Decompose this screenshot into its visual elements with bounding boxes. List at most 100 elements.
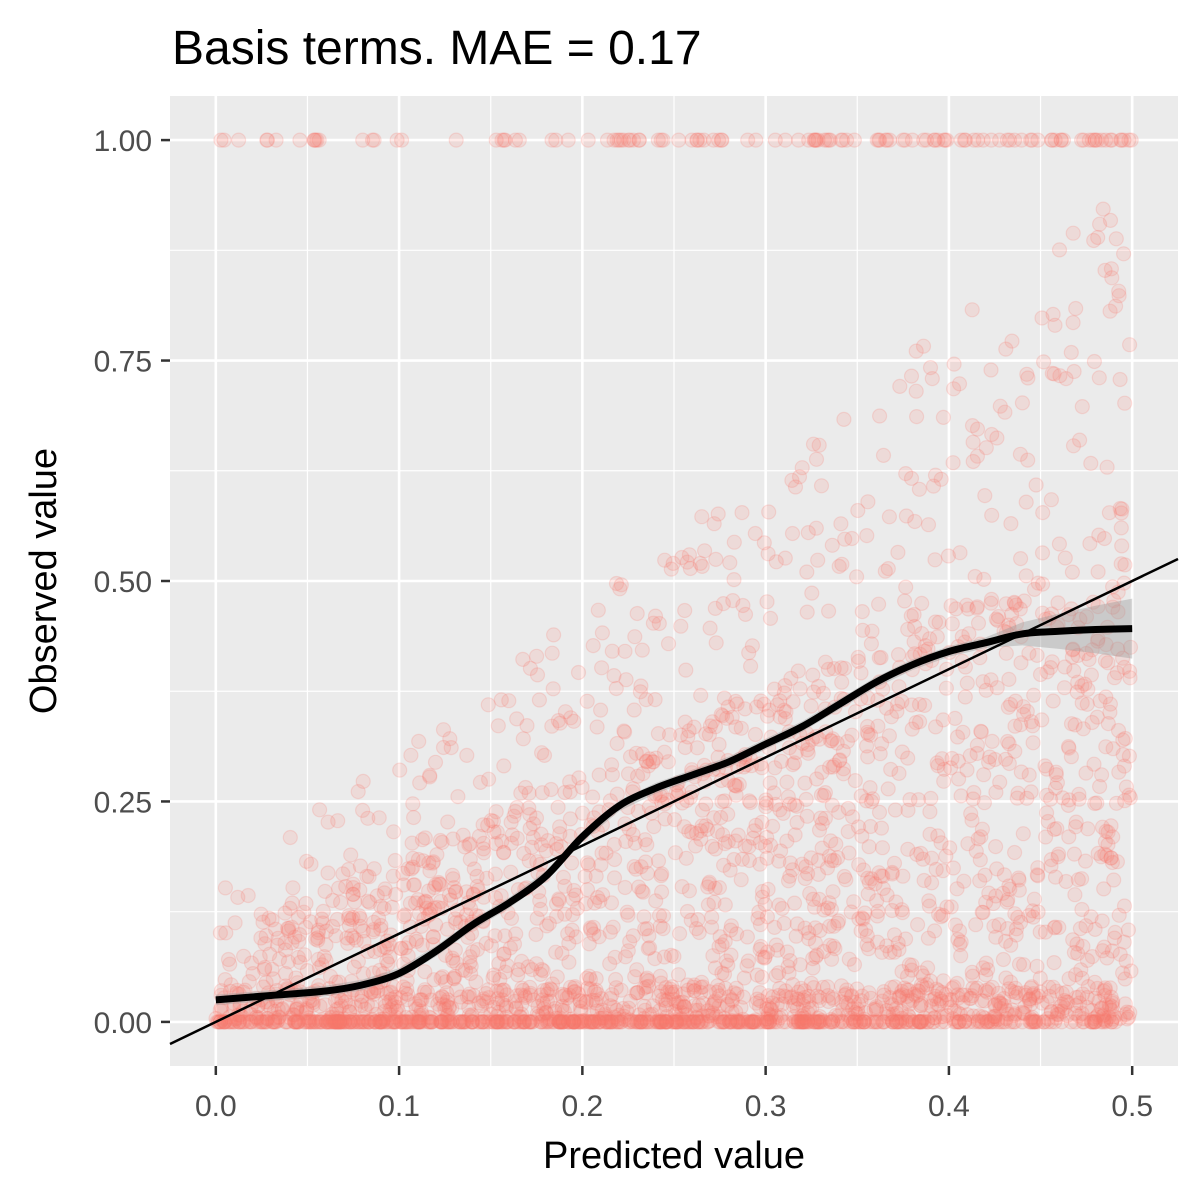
scatter-point <box>248 1014 264 1030</box>
scatter-point <box>951 1014 967 1030</box>
scatter-point <box>1019 366 1035 382</box>
scatter-point <box>1013 655 1029 671</box>
scatter-point <box>302 914 318 930</box>
scatter-point <box>754 889 771 905</box>
scatter-point <box>1100 824 1116 840</box>
scatter-point <box>265 971 281 987</box>
scatter-point <box>486 967 502 983</box>
scatter-point <box>1104 998 1120 1015</box>
scatter-point <box>714 708 731 724</box>
scatter-point <box>733 1014 749 1030</box>
scatter-point <box>635 765 651 782</box>
scatter-point <box>638 754 655 770</box>
scatter-point <box>816 132 833 148</box>
scatter-point <box>759 909 776 925</box>
scatter-point <box>1034 576 1051 592</box>
scatter-point <box>483 1006 499 1022</box>
scatter-point <box>335 866 351 882</box>
scatter-point <box>373 917 389 934</box>
scatter-point <box>939 132 955 148</box>
scatter-point <box>884 864 900 881</box>
scatter-point <box>329 911 345 928</box>
scatter-point <box>386 824 402 840</box>
scatter-point <box>1067 887 1083 903</box>
scatter-point <box>794 1014 810 1030</box>
scatter-point <box>900 841 916 857</box>
scatter-point <box>723 918 740 934</box>
scatter-point <box>591 767 607 783</box>
scatter-point <box>266 1014 282 1030</box>
scatter-point <box>756 696 772 712</box>
scatter-point <box>572 1014 589 1030</box>
scatter-point <box>577 868 593 885</box>
scatter-point <box>539 986 556 1002</box>
scatter-point <box>926 991 942 1007</box>
scatter-point <box>425 854 441 870</box>
scatter-point <box>686 977 702 993</box>
scatter-point <box>555 1014 572 1030</box>
scatter-point <box>545 627 562 643</box>
scatter-point <box>431 874 447 891</box>
scatter-point <box>689 132 706 148</box>
scatter-point <box>799 564 815 580</box>
scatter-point <box>912 1014 928 1030</box>
scatter-point <box>1043 132 1060 148</box>
scatter-point <box>386 1014 402 1030</box>
scatter-point <box>382 949 398 965</box>
scatter-point <box>499 957 515 974</box>
scatter-point <box>1044 132 1060 148</box>
scatter-point <box>850 502 866 519</box>
scatter-point <box>491 955 507 972</box>
scatter-point <box>754 969 770 985</box>
scatter-point <box>747 726 764 743</box>
scatter-point <box>345 909 361 926</box>
scatter-point <box>330 1014 346 1030</box>
scatter-point <box>341 1014 357 1030</box>
scatter-point <box>1074 901 1090 918</box>
scatter-point <box>251 1010 267 1026</box>
scatter-point <box>605 919 621 935</box>
scatter-point <box>1002 1014 1019 1030</box>
scatter-point <box>1071 432 1088 448</box>
scatter-point <box>334 1014 350 1030</box>
scatter-point <box>305 1014 321 1030</box>
scatter-point <box>255 1014 271 1030</box>
scatter-point <box>904 957 920 973</box>
scatter-point <box>807 920 823 936</box>
scatter-point <box>566 882 582 899</box>
scatter-point <box>800 524 816 541</box>
scatter-point <box>1117 1006 1134 1023</box>
scatter-point <box>927 719 944 735</box>
scatter-point <box>913 965 930 981</box>
scatter-point <box>980 754 997 770</box>
scatter-point <box>1094 819 1111 835</box>
scatter-point <box>366 861 382 877</box>
scatter-point <box>1045 979 1061 995</box>
scatter-point <box>1084 1002 1100 1019</box>
x-tick-label: 0.0 <box>195 1090 237 1123</box>
scatter-point <box>619 1004 635 1020</box>
scatter-point <box>776 702 792 718</box>
scatter-point <box>657 1014 673 1030</box>
scatter-point <box>580 857 597 873</box>
scatter-point <box>717 835 733 852</box>
scatter-point <box>876 1014 893 1030</box>
scatter-point <box>830 1008 847 1024</box>
scatter-point <box>395 865 411 882</box>
y-tick-label: 0.00 <box>94 1007 152 1040</box>
scatter-point <box>612 581 628 597</box>
scatter-point <box>477 1014 493 1030</box>
scatter-point <box>560 1014 577 1030</box>
scatter-point <box>794 856 810 872</box>
scatter-point <box>1002 881 1018 897</box>
scatter-point <box>973 993 990 1009</box>
scatter-point <box>652 1002 668 1019</box>
scatter-point <box>758 795 775 811</box>
scatter-point <box>1122 670 1138 686</box>
scatter-point <box>952 936 968 953</box>
scatter-point <box>694 818 710 834</box>
scatter-point <box>576 1014 592 1030</box>
scatter-point <box>1097 987 1113 1004</box>
scatter-point <box>761 504 777 520</box>
scatter-point <box>1090 229 1106 246</box>
